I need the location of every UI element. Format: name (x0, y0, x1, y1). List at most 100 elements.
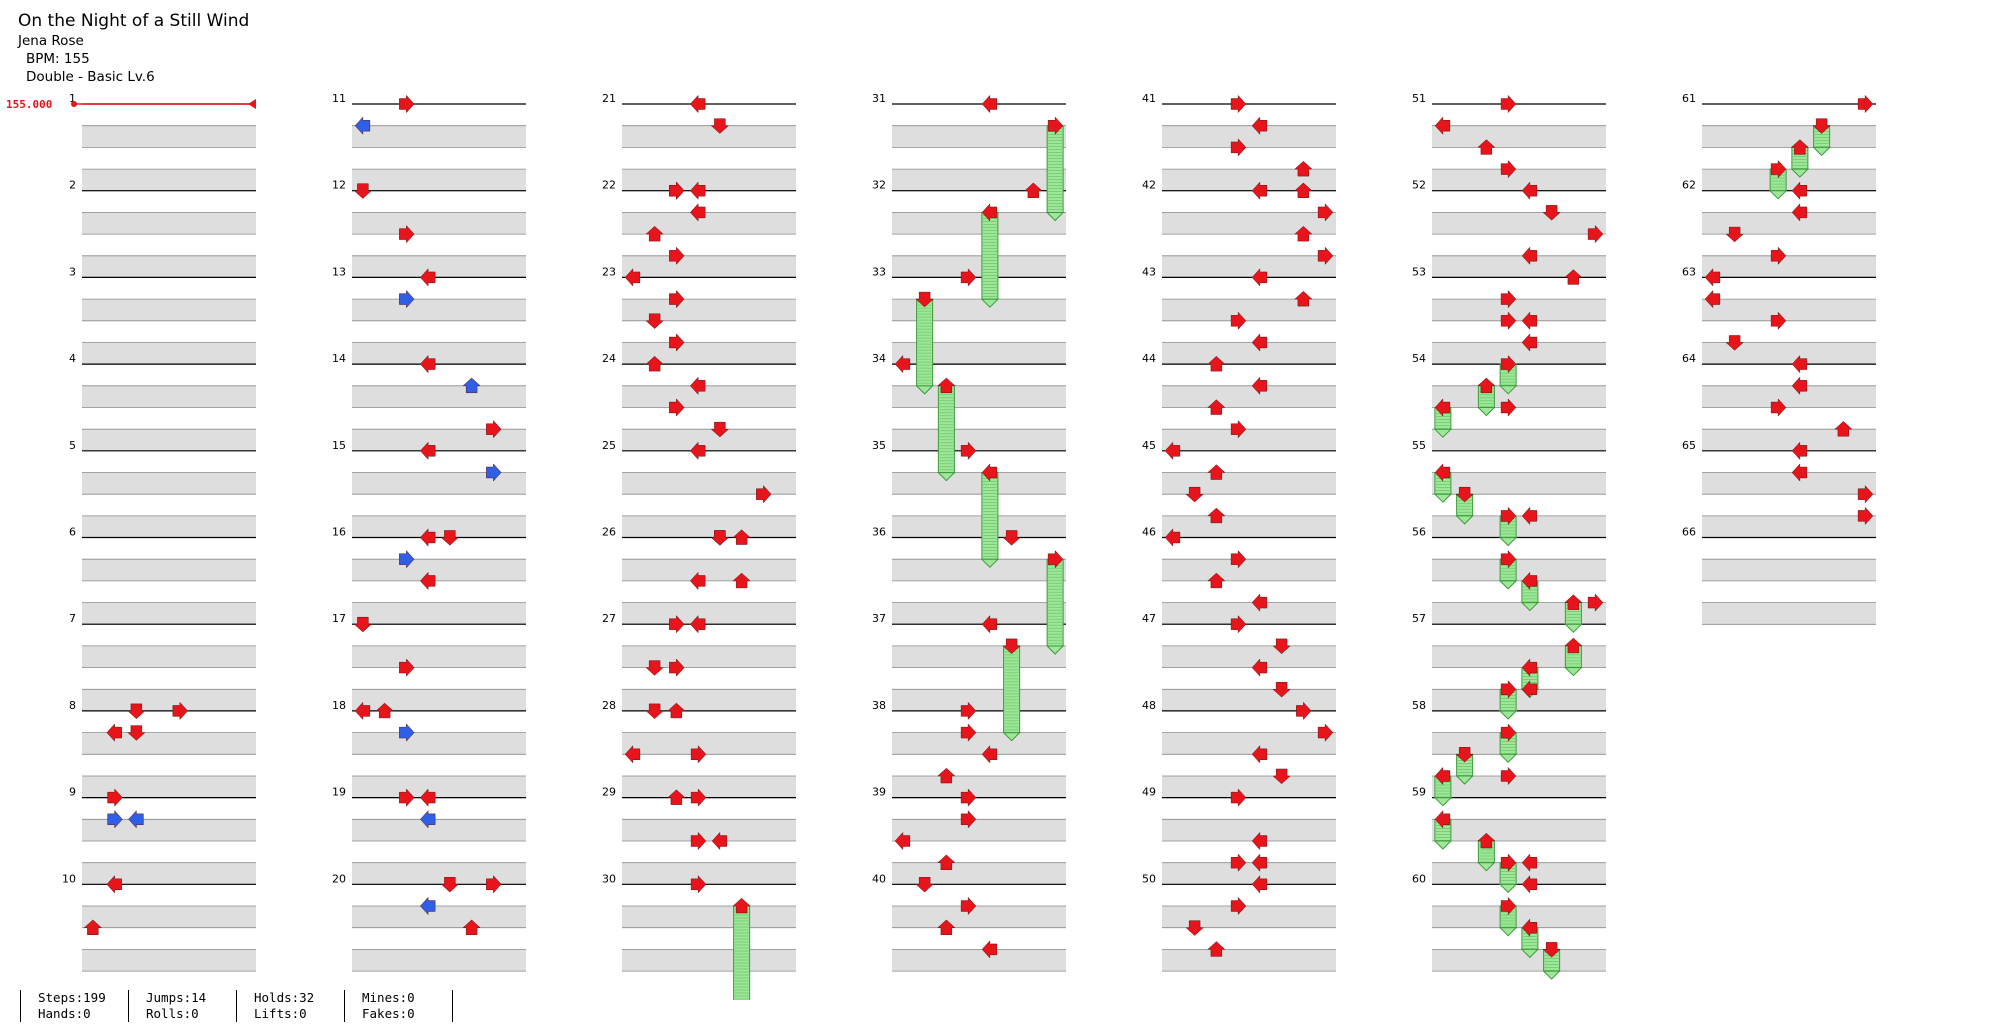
arrow-note-down (1725, 226, 1744, 243)
stat-separator (236, 990, 237, 1022)
measure-number: 11 (332, 92, 346, 105)
arrow-note-up (1024, 182, 1043, 198)
measure-24: 24 (602, 352, 796, 452)
arrow-note-left (420, 896, 436, 916)
measure-number: 44 (1142, 352, 1156, 365)
measure-number: 51 (1412, 92, 1426, 105)
arrow-note-right (399, 658, 415, 677)
hold-tail (1045, 212, 1065, 222)
arrow-note-right (1587, 593, 1604, 612)
hold-tail (1498, 753, 1518, 764)
arrow-note-right (1500, 159, 1517, 179)
arrow-note-right (960, 268, 977, 287)
measure-number: 15 (332, 439, 346, 452)
beat-band (352, 559, 526, 581)
stat-jumps: Jumps:14 (146, 990, 207, 1005)
arrow-note-right (960, 701, 977, 721)
measure-38: 38 (872, 699, 1066, 799)
arrow-note-left (1521, 680, 1538, 699)
beat-band (892, 732, 1066, 755)
beat-band (82, 429, 256, 451)
arrow-note-left (1434, 116, 1451, 135)
beat-band (892, 515, 1066, 538)
beat-band (622, 645, 796, 668)
arrow-note-right (669, 615, 685, 634)
measure-number: 64 (1682, 352, 1696, 365)
hold-tail (1812, 146, 1831, 157)
hold-tail (915, 385, 934, 395)
arrow-note-down (1002, 638, 1021, 655)
arrow-note-right (1296, 701, 1312, 721)
arrow-note-left (1434, 766, 1451, 786)
measure-number: 29 (602, 786, 616, 799)
beat-band (892, 819, 1066, 841)
hold-tail (1520, 948, 1540, 959)
measure-32: 32 (872, 179, 1066, 278)
arrow-note-up (83, 919, 103, 935)
beat-band (892, 255, 1066, 278)
measure-19: 19 (332, 786, 526, 885)
beat-band (1162, 299, 1336, 321)
arrow-note-right (960, 810, 977, 829)
arrow-note-left (1434, 463, 1451, 482)
arrow-note-right (1500, 723, 1517, 742)
arrow-note-right (669, 398, 685, 417)
measure-59: 59 (1412, 786, 1606, 885)
arrow-note-left (690, 615, 706, 634)
arrow-note-left (981, 203, 998, 222)
beat-band (352, 602, 526, 625)
measure-10: 10 (62, 872, 256, 972)
arrow-note-right (1587, 224, 1604, 244)
beat-band (1702, 602, 1876, 625)
beat-band (1432, 645, 1606, 668)
beat-band (622, 299, 796, 321)
arrow-note-left (1521, 658, 1538, 677)
measure-number: 49 (1142, 786, 1156, 799)
arrow-note-right (1230, 311, 1247, 330)
arrow-note-left (690, 181, 706, 200)
measure-number: 46 (1142, 526, 1156, 539)
measure-52: 52 (1412, 179, 1606, 278)
measure-number: 31 (872, 92, 886, 105)
arrow-note-right (486, 875, 502, 894)
arrow-note-right (690, 875, 707, 894)
measure-number: 17 (332, 612, 346, 625)
hold-body (916, 298, 934, 387)
arrow-note-left (1521, 506, 1538, 526)
beat-band (352, 342, 526, 365)
measure-number: 66 (1682, 526, 1696, 539)
hold-tail (1498, 883, 1518, 894)
step-chart: 1234567891011121314151617181920212223242… (62, 92, 1876, 1000)
measure-43: 43 (1142, 265, 1336, 365)
arrow-note-down (440, 877, 460, 893)
beat-band (622, 689, 796, 711)
arrow-note-left (690, 441, 706, 460)
measure-number: 53 (1412, 265, 1426, 278)
measure-number: 42 (1142, 179, 1156, 192)
measure-number: 3 (69, 265, 76, 278)
beat-band (1702, 255, 1876, 278)
beat-band (892, 212, 1066, 235)
arrow-note-right (1500, 766, 1517, 786)
beat-band (622, 602, 796, 625)
beat-band (1432, 342, 1606, 365)
arrow-note-left (690, 571, 706, 591)
measure-number: 48 (1142, 699, 1156, 712)
arrow-note-left (106, 723, 122, 742)
stat-separator (128, 990, 129, 1022)
arrow-note-left (420, 268, 436, 287)
arrow-note-down (353, 616, 373, 633)
beat-band (1702, 559, 1876, 581)
measure-number: 54 (1412, 352, 1426, 365)
beat-band (622, 385, 796, 408)
measure-number: 27 (602, 612, 616, 625)
beat-band (1432, 949, 1606, 972)
measure-8: 8 (69, 699, 256, 799)
measure-39: 39 (872, 786, 1066, 885)
hold-tail (1433, 840, 1453, 850)
arrow-note-right (1230, 896, 1247, 916)
measure-50: 50 (1142, 872, 1336, 972)
beat-band (82, 862, 256, 885)
beat-band (892, 299, 1066, 321)
arrow-note-up (645, 225, 664, 242)
